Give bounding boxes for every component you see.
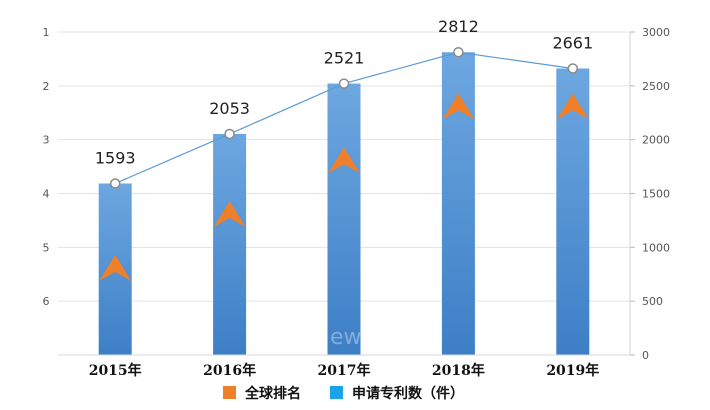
left-axis-tick-label: 2 <box>43 80 50 93</box>
data-label: 2661 <box>552 33 593 52</box>
data-label: 2812 <box>438 17 479 36</box>
legend-swatch <box>330 386 343 399</box>
right-axis: 0 500 1000 1500 2000 2500 3000 <box>629 26 670 362</box>
watermark: ew <box>330 325 362 350</box>
legend-label: 全球排名 <box>244 385 301 402</box>
x-axis-tick-label: 2019年 <box>546 362 599 379</box>
bar-series <box>98 52 590 356</box>
legend: 全球排名 申请专利数（件） <box>223 385 464 402</box>
bar <box>556 68 590 356</box>
left-axis-tick-label: 4 <box>43 188 50 201</box>
left-axis: 1 2 3 4 5 6 <box>43 26 50 308</box>
legend-label: 申请专利数（件） <box>352 385 464 402</box>
data-label: 2521 <box>324 49 365 68</box>
x-axis-tick-label: 2016年 <box>203 362 256 379</box>
left-axis-tick-label: 3 <box>43 134 50 147</box>
legend-swatch <box>223 386 236 399</box>
rank-marker <box>442 93 475 120</box>
bar <box>213 133 247 355</box>
rank-markers <box>99 93 589 281</box>
right-axis-tick-label: 1500 <box>642 188 670 201</box>
right-axis-tick-label: 500 <box>642 295 663 308</box>
right-axis-tick-label: 0 <box>642 349 649 362</box>
x-axis-tick-label: 2018年 <box>432 362 485 379</box>
line-point <box>338 78 350 89</box>
left-axis-tick-label: 5 <box>43 241 50 254</box>
bar <box>327 83 361 356</box>
line-series <box>109 46 579 189</box>
right-axis-tick-label: 2000 <box>642 134 670 147</box>
rank-marker <box>328 147 360 174</box>
data-labels: 1593 2053 2521 2812 2661 <box>95 17 593 167</box>
x-axis-tick-label: 2017年 <box>318 362 371 379</box>
left-axis-tick-label: 1 <box>43 26 50 39</box>
right-axis-tick-label: 2500 <box>642 80 670 93</box>
data-label: 1593 <box>95 148 136 167</box>
line-point <box>567 63 579 74</box>
data-label: 2053 <box>209 99 250 118</box>
rank-marker <box>99 254 132 281</box>
rank-marker <box>556 93 589 120</box>
right-axis-tick-label: 3000 <box>642 26 670 39</box>
line-point <box>109 178 121 189</box>
line-point <box>224 128 235 140</box>
x-axis: 2015年 2016年 2017年 2018年 2019年 <box>58 354 630 379</box>
line-point <box>453 46 464 58</box>
rank-marker <box>213 201 246 228</box>
right-axis-tick-label: 1000 <box>642 241 670 254</box>
left-axis-tick-label: 6 <box>43 295 50 308</box>
x-axis-tick-label: 2015年 <box>89 362 142 379</box>
